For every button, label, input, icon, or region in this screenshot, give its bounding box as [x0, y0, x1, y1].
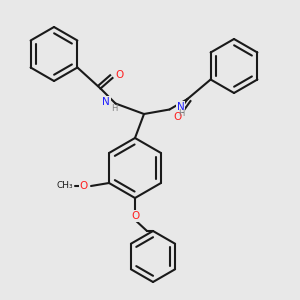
- Text: CH₃: CH₃: [56, 182, 73, 190]
- Text: O: O: [115, 70, 123, 80]
- Text: H: H: [178, 110, 184, 118]
- Text: O: O: [80, 181, 88, 191]
- Text: H: H: [111, 104, 118, 113]
- Text: N: N: [102, 97, 110, 107]
- Text: O: O: [131, 211, 139, 221]
- Text: O: O: [173, 112, 181, 122]
- Text: N: N: [177, 101, 185, 112]
